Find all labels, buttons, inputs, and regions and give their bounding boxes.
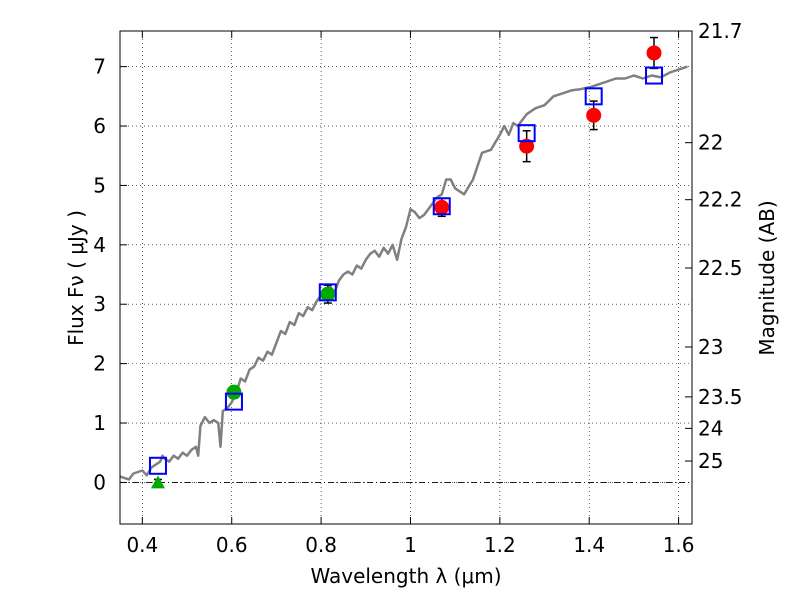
model-spectrum-layer bbox=[119, 65, 688, 481]
model-band-flux-square bbox=[584, 87, 603, 106]
x-tick-label: 0.6 bbox=[216, 533, 248, 557]
right-tick-label: 22 bbox=[698, 131, 723, 155]
x-tick-label: 1.4 bbox=[573, 533, 605, 557]
right-tick-label: 25 bbox=[698, 449, 723, 473]
upper-limit-triangle bbox=[150, 475, 165, 489]
right-tick-label: 21.7 bbox=[698, 19, 743, 43]
y-tick-label: 7 bbox=[93, 55, 106, 79]
y-tick-label: 6 bbox=[93, 114, 106, 138]
grid-layer bbox=[120, 31, 692, 524]
data-points-layer bbox=[148, 36, 664, 489]
x-tick-label: 1 bbox=[404, 533, 417, 557]
green-data-point bbox=[320, 286, 336, 302]
right-axis-label: Magnitude (AB) bbox=[755, 200, 779, 355]
y-tick-label: 5 bbox=[93, 173, 106, 197]
x-tick-label: 0.8 bbox=[305, 533, 337, 557]
plot-frame bbox=[119, 30, 693, 525]
model-band-flux-square bbox=[224, 392, 243, 411]
red-data-point bbox=[646, 45, 662, 61]
right-tick-label: 22.5 bbox=[698, 256, 743, 280]
red-data-point bbox=[586, 107, 602, 123]
model-band-flux-square bbox=[148, 456, 167, 475]
red-data-point bbox=[434, 199, 450, 215]
x-tick-label: 1.2 bbox=[484, 533, 516, 557]
y-tick-label: 2 bbox=[93, 352, 106, 376]
model-band-flux-square bbox=[517, 124, 536, 143]
right-tick-label: 22.2 bbox=[698, 188, 743, 212]
model-band-flux-square bbox=[432, 197, 451, 216]
x-tick-label: 0.4 bbox=[126, 533, 158, 557]
model-band-flux-square bbox=[645, 66, 664, 85]
green-data-point bbox=[226, 384, 242, 400]
x-axis-label: Wavelength λ (μm) bbox=[310, 564, 501, 588]
tick-layer: 0.4 0.6 0.8 1 1.2 1.4 1.60123456721.72222.222.… bbox=[93, 19, 742, 557]
y-tick-label: 1 bbox=[93, 411, 106, 435]
y-axis-label: Flux Fν ( μJy ) bbox=[64, 210, 88, 346]
right-tick-label: 24 bbox=[698, 416, 723, 440]
model-band-flux-square bbox=[318, 283, 337, 302]
red-data-point bbox=[519, 138, 535, 154]
right-tick-label: 23.5 bbox=[698, 385, 743, 409]
y-tick-label: 0 bbox=[93, 470, 106, 494]
y-tick-label: 3 bbox=[93, 292, 106, 316]
x-tick-label: 1.6 bbox=[663, 533, 695, 557]
right-tick-label: 23 bbox=[698, 335, 723, 359]
model-spectrum-line bbox=[119, 65, 688, 481]
y-tick-label: 4 bbox=[93, 233, 106, 257]
